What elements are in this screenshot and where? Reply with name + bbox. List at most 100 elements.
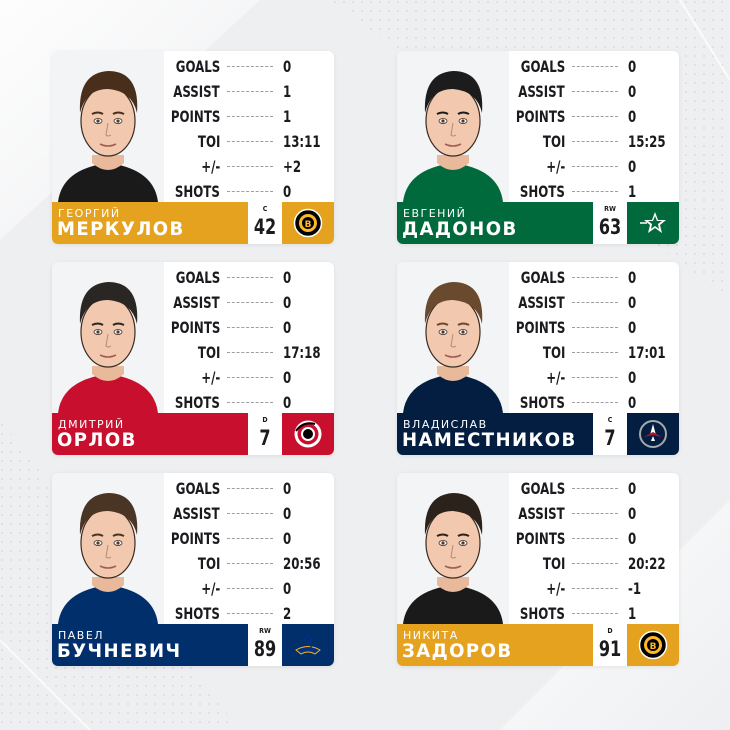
stat-row: SHOTS 2 [170,602,330,627]
stat-leader-dots [227,352,273,353]
player-position: D [262,416,268,424]
stat-value: 0 [628,318,637,337]
stat-label: POINTS [515,318,565,337]
stat-label: GOALS [175,479,220,498]
stat-row: TOI 20:22 [515,552,675,577]
stat-row: +/- -1 [515,577,675,602]
stat-leader-dots [572,402,618,403]
bruins-logo-icon: B [638,630,668,660]
stat-value: 0 [628,268,637,287]
stat-value: 2 [283,604,292,623]
stat-value: 0 [283,318,292,337]
stat-label: GOALS [175,57,220,76]
stats-list: GOALS 0 ASSIST 1 POINTS 1 TOI 13:11 +/- +2 SHOTS 0 [170,55,330,205]
player-portrait [397,473,509,624]
bruins-logo-icon: B [293,208,323,238]
svg-text:B: B [650,642,657,652]
player-portrait-icon [397,473,509,624]
stat-leader-dots [227,613,273,614]
player-position: C [262,205,268,213]
stat-leader-dots [572,116,618,117]
player-card: GOALS 0 ASSIST 1 POINTS 1 TOI 13:11 +/- +2 SHOTS 0 Г… [52,51,334,244]
jersey-number-box: RW 89 [248,624,282,666]
stat-leader-dots [572,352,618,353]
stat-value: 0 [283,504,292,523]
stat-leader-dots [227,377,273,378]
stat-leader-dots [227,191,273,192]
stat-value: 0 [283,182,292,201]
stat-label: POINTS [170,318,220,337]
stat-row: TOI 15:25 [515,130,675,155]
stat-value: 0 [628,293,637,312]
stat-leader-dots [572,66,618,67]
stat-row: GOALS 0 [170,266,330,291]
stats-list: GOALS 0 ASSIST 0 POINTS 0 TOI 20:22 +/- -1 SHOTS 1 [515,477,675,627]
stats-list: GOALS 0 ASSIST 0 POINTS 0 TOI 15:25 +/- 0 SHOTS 1 [515,55,675,205]
stat-leader-dots [227,116,273,117]
stat-leader-dots [227,91,273,92]
stat-value: 0 [628,504,637,523]
stat-value: 1 [628,604,637,623]
jersey-number-box: D 91 [593,624,627,666]
stat-value: 17:01 [628,343,666,362]
team-logo-box: B [627,624,679,666]
stat-leader-dots [572,91,618,92]
stat-value: 0 [628,107,637,126]
player-first-name: НИКИТА [403,629,459,642]
stat-leader-dots [227,327,273,328]
stat-leader-dots [227,538,273,539]
stat-leader-dots [572,513,618,514]
stat-leader-dots [227,588,273,589]
hurricanes-logo-icon [294,420,322,448]
stat-leader-dots [572,191,618,192]
stat-leader-dots [227,166,273,167]
player-first-name: ДМИТРИЙ [58,418,125,431]
player-first-name: ЕВГЕНИЙ [403,207,467,220]
stat-row: SHOTS 0 [515,391,675,416]
stat-value: 0 [628,82,637,101]
player-card: GOALS 0 ASSIST 0 POINTS 0 TOI 20:22 +/- -1 SHOTS 1 Н… [397,473,679,666]
stat-row: SHOTS 1 [515,180,675,205]
player-name-bar: ДМИТРИЙ ОРЛОВ [52,413,248,455]
stat-leader-dots [572,563,618,564]
stat-row: POINTS 0 [515,527,675,552]
stat-row: +/- 0 [515,366,675,391]
stat-row: TOI 20:56 [170,552,330,577]
stat-row: POINTS 1 [170,105,330,130]
jersey-number: 42 [253,215,277,239]
stat-label: TOI [542,554,565,573]
stat-value: 0 [283,393,292,412]
stat-label: ASSIST [518,82,565,101]
stats-list: GOALS 0 ASSIST 0 POINTS 0 TOI 17:01 +/- 0 SHOTS 0 [515,266,675,416]
player-last-name: ЗАДОРОВ [402,640,513,662]
stat-label: TOI [197,343,220,362]
team-logo-box [282,413,334,455]
player-first-name: ГЕОРГИЙ [58,207,121,220]
stat-row: SHOTS 1 [515,602,675,627]
stat-label: SHOTS [520,182,565,201]
stat-leader-dots [227,488,273,489]
player-last-name: НАМЕСТНИКОВ [402,429,577,451]
stat-label: ASSIST [518,293,565,312]
player-last-name: ДАДОНОВ [402,218,518,240]
stat-label: ASSIST [173,293,220,312]
player-portrait [52,51,164,202]
stat-row: SHOTS 0 [170,180,330,205]
stat-row: POINTS 0 [515,316,675,341]
stat-leader-dots [572,277,618,278]
stat-row: ASSIST 0 [170,502,330,527]
stat-row: ASSIST 0 [170,291,330,316]
player-last-name: ОРЛОВ [57,429,137,451]
svg-text:B: B [305,220,312,230]
player-name-bar: ЕВГЕНИЙ ДАДОНОВ [397,202,593,244]
stat-value: 0 [283,479,292,498]
stat-leader-dots [572,141,618,142]
player-last-name: МЕРКУЛОВ [57,218,185,240]
player-last-name: БУЧНЕВИЧ [57,640,182,662]
stat-row: TOI 17:18 [170,341,330,366]
stat-leader-dots [572,166,618,167]
stat-row: ASSIST 1 [170,80,330,105]
